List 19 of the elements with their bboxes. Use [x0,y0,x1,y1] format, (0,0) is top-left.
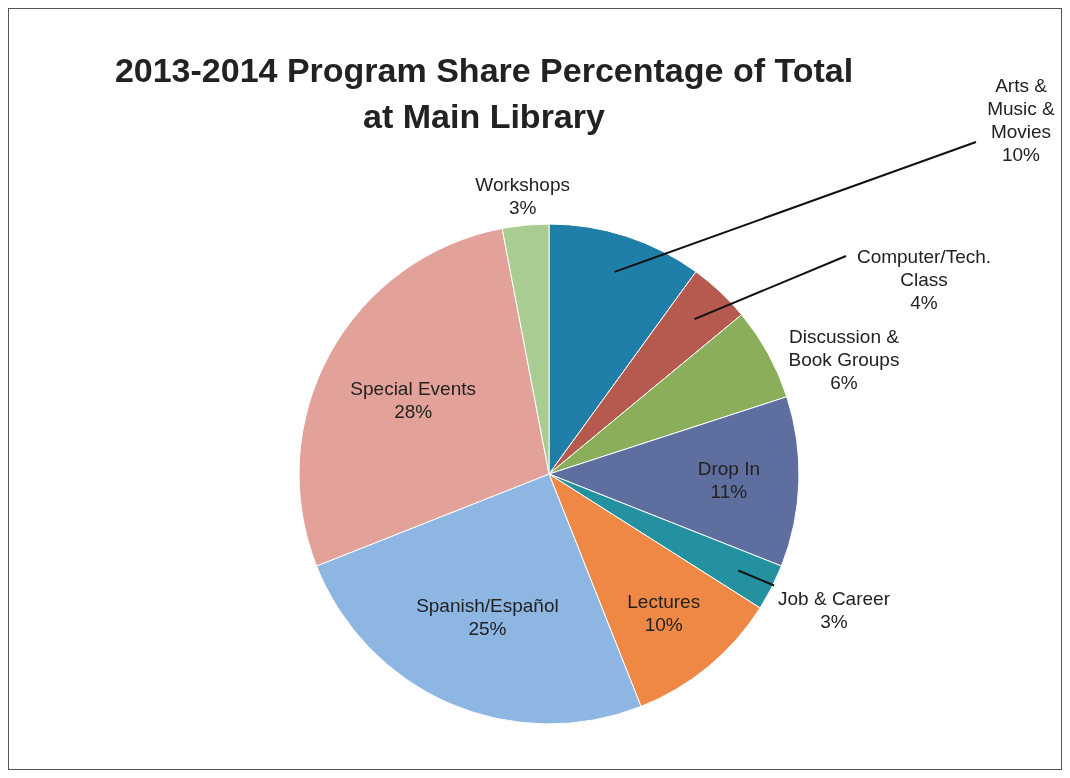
data-label: 3% [820,610,848,631]
slice-label: Spanish/Español [416,594,559,616]
data-label: 11% [710,480,748,502]
slice-label: Arts & Music & Movies [987,74,1056,141]
slice-label: Drop In [697,457,761,479]
chart-title: 2013-2014 Program Share Percentage of Total at Main Library [113,50,855,137]
slice-label: Special Events [350,377,477,399]
slice-label: Lectures [627,590,701,612]
data-label: 10% [1001,143,1041,164]
data-label: 4% [910,291,938,313]
data-label: 3% [508,196,537,218]
slice-label: Workshops [475,173,570,195]
data-label: 10% [644,613,683,635]
slice-label: Computer/Tech. Class [856,245,992,290]
data-label: 25% [468,617,507,639]
data-label: 28% [394,400,433,422]
data-label: 6% [830,371,858,393]
slice-label: Job & Career [778,587,891,608]
slice-label: Discussion & Book Groups [788,325,900,370]
